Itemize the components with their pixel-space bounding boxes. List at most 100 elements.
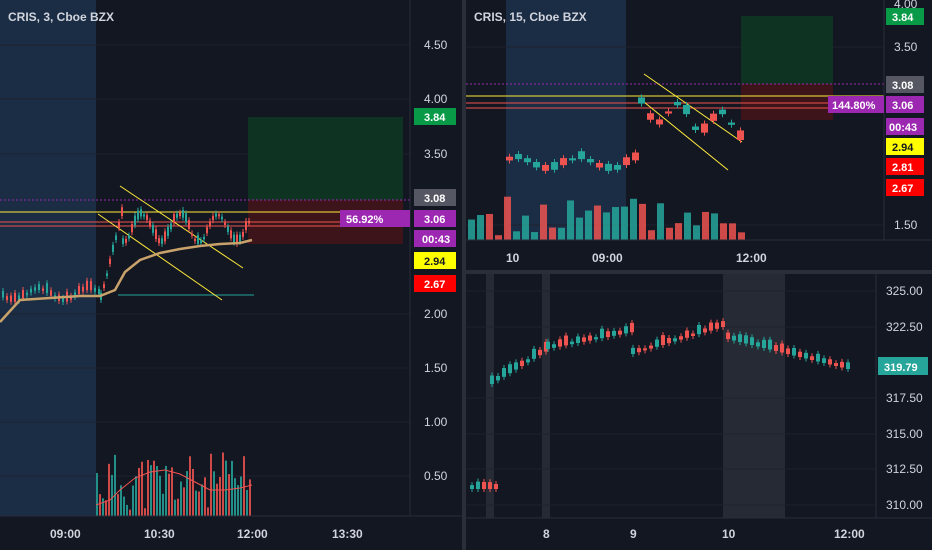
volume-bar [576,217,583,240]
volume-bar [648,230,655,240]
volume-bar [657,203,664,240]
candle-body [538,349,542,356]
y-tick-3.50: 3.50 [894,40,918,54]
candle-body [502,368,506,377]
candle-body [594,337,598,340]
candle-body [744,335,748,344]
candle-body [728,122,735,125]
premarket-session-shading [506,0,626,240]
candle-body [18,295,20,301]
x-tick-0900: 09:00 [50,527,81,541]
stop-price-text: 2.67 [424,279,445,291]
volume-bar [123,496,125,516]
loss-zone[interactable] [741,84,833,120]
candle-body [673,338,677,342]
candle-body [506,156,513,161]
candle-body [203,236,205,240]
candle-body [786,348,790,354]
volume-bar [168,473,170,516]
chart-pane-bottom-right[interactable]: 325.00 322.50 317.50 315.00 312.50 310.0… [466,274,932,550]
candle-body [685,330,689,338]
candle-body [816,353,820,362]
candle-body [209,221,211,227]
candle-body [630,322,634,333]
candle-body [6,296,8,301]
volume-bar [729,223,736,240]
pane-divider-horizontal[interactable] [466,270,932,274]
yellow-level-tag [414,252,456,269]
candle-body [118,222,120,228]
chart-pane-left[interactable]: 4.50 4.00 3.50 2.00 1.50 1.00 0.50 3.84 … [0,0,462,550]
volume-bar [177,498,179,516]
candle-body [564,335,568,346]
candle-body [674,101,681,106]
candle-body [128,235,130,239]
profit-zone[interactable] [248,117,403,200]
candle-body [191,233,193,236]
candle-body [587,159,594,163]
candle-body [62,297,64,302]
candle-body [121,207,123,216]
volume-bar [630,198,637,240]
y-tick-4.00: 4.00 [424,92,448,106]
candle-body [2,290,4,298]
volume-bar [180,481,182,516]
trendline-upper[interactable] [119,185,244,269]
candle-body [482,481,486,489]
trendline-upper[interactable] [643,73,743,143]
chart-pane-top-right[interactable]: 4.00 3.50 1.50 3.84 3.08 144.80% 3.06 00… [466,0,932,270]
candle-body [667,337,671,344]
candle-body [665,111,672,114]
volume-bar [249,479,251,516]
candle-body [86,280,88,291]
candle-body [248,220,250,224]
candle-body [683,104,690,115]
profit-zone[interactable] [741,16,833,84]
pane-divider-vertical[interactable] [462,0,466,550]
y-tick-310: 310.00 [886,498,923,512]
volume-bar [126,504,128,516]
chart-canvas-bottom-right[interactable]: 325.00 322.50 317.50 315.00 312.50 310.0… [466,274,932,550]
volume-bar [234,478,236,516]
current-price-text: 3.06 [892,100,913,112]
chart-title-left: CRIS, 3, Cboe BZX [8,10,115,24]
volume-bar [228,474,230,516]
last-price-tag [414,189,456,206]
trendline-lower[interactable] [643,101,729,171]
candle-body [656,119,663,125]
candle-body [74,292,76,298]
candle-body [496,376,500,381]
candle-body [227,226,229,232]
candle-body [612,330,616,336]
volume-bar [540,204,547,240]
candle-body [533,161,540,168]
candle-body [30,288,32,293]
x-tick-1330: 13:30 [332,527,363,541]
volume-bars [96,452,251,516]
volume-bar [477,215,484,240]
candle-body [22,290,24,299]
volume-bar [675,223,682,240]
x-tick-9: 9 [630,527,637,541]
volume-bar [639,203,646,240]
volume-bar [222,452,224,516]
candle-body [638,97,645,104]
volume-bar [225,460,227,516]
countdown-text: 00:43 [422,234,450,246]
candle-body [221,216,223,220]
candle-body [149,220,151,226]
volume-bar [195,490,197,516]
x-tick-1200: 12:00 [736,251,767,265]
candle-body [164,231,166,242]
y-tick-315: 315.00 [886,427,923,441]
chart-canvas-left[interactable]: 4.50 4.00 3.50 2.00 1.50 1.00 0.50 3.84 … [0,0,462,550]
candle-body [606,331,610,337]
countdown-text: 00:43 [889,122,917,134]
candle-body [623,157,630,166]
chart-canvas-top-right[interactable]: 4.00 3.50 1.50 3.84 3.08 144.80% 3.06 00… [466,0,932,270]
volume-bar [111,474,113,516]
candle-body [94,287,96,292]
volume-bar [495,235,502,240]
volume-bar [684,212,691,240]
chart-title-top-right: CRIS, 15, Cboe BZX [474,10,587,24]
